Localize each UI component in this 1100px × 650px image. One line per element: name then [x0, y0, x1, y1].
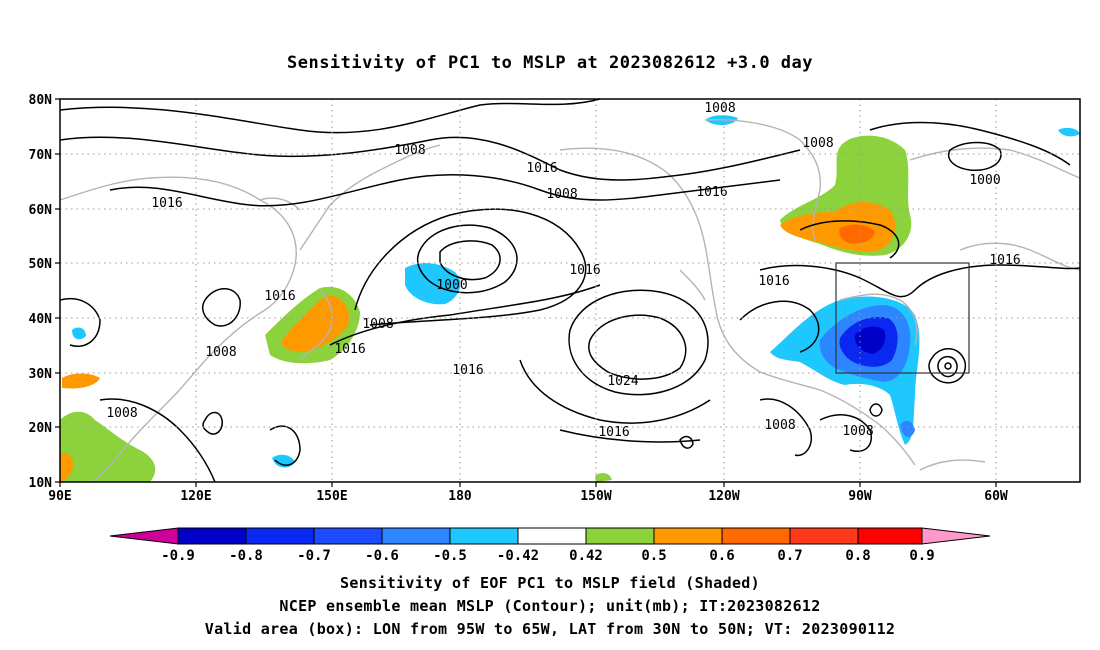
contour-label: 1008 [802, 136, 833, 151]
latitude-labels: 10N 20N 30N 40N 50N 60N 70N 80N [29, 93, 53, 491]
contour-label: 1016 [526, 161, 557, 176]
lon-tick-label: 90W [848, 489, 872, 504]
colorbar-label: 0.9 [909, 548, 934, 564]
colorbar-label: -0.5 [433, 548, 467, 564]
lat-tick-label: 10N [29, 476, 53, 491]
positive-sensitivity-small [595, 472, 612, 482]
mslp-contours [59, 98, 1081, 483]
lon-tick-label: 120E [180, 489, 211, 504]
colorbar-swatch [449, 527, 519, 545]
coastlines [59, 118, 1081, 483]
lon-tick-label: 120W [708, 489, 739, 504]
contour-label: 1008 [394, 143, 425, 158]
contour-label: 1016 [598, 425, 629, 440]
latitude-axis [55, 98, 60, 483]
contour-label: 1016 [151, 196, 182, 211]
caption-contour: NCEP ensemble mean MSLP (Contour); unit(… [279, 597, 820, 615]
contour-labels: 1008 1008 1016 1016 1008 1016 1000 1016 … [106, 101, 1020, 440]
contour-label: 1000 [436, 278, 467, 293]
longitude-axis [59, 482, 997, 487]
colorbar-swatch [857, 527, 923, 545]
lon-tick-label: 180 [448, 489, 472, 504]
lat-tick-label: 80N [29, 93, 53, 108]
contour-label: 1008 [362, 317, 393, 332]
contour-label: 1008 [205, 345, 236, 360]
colorbar-label: -0.9 [161, 548, 195, 564]
lat-tick-label: 60N [29, 203, 53, 218]
colorbar-swatch [177, 527, 247, 545]
map-panel: 1008 1008 1016 1016 1008 1016 1000 1016 … [59, 98, 1081, 483]
colorbar-swatch [245, 527, 315, 545]
negative-sensitivity-europe [1058, 127, 1080, 137]
colorbar-label: -0.6 [365, 548, 399, 564]
colorbar-swatch [381, 527, 451, 545]
colorbar-label: 0.7 [777, 548, 802, 564]
contour-label: 1016 [452, 363, 483, 378]
contour-label: 1024 [607, 374, 638, 389]
contour-label: 1000 [969, 173, 1000, 188]
contour-label: 1008 [704, 101, 735, 116]
colorbar-swatch [721, 527, 791, 545]
negative-sensitivity-gulf [900, 420, 915, 437]
contour-label: 1008 [546, 187, 577, 202]
negative-sensitivity-asia [72, 327, 86, 340]
colorbar-left-arrow [109, 527, 179, 545]
colorbar-right-arrow [921, 527, 991, 545]
colorbar-label: -0.42 [497, 548, 539, 564]
colorbar-label: 0.5 [641, 548, 666, 564]
negative-sensitivity-atlantic-peak [854, 326, 886, 354]
colorbar-swatch [517, 527, 587, 545]
contour-label: 1008 [106, 406, 137, 421]
positive-sensitivity-se-asia [60, 411, 156, 482]
colorbar-label: 0.6 [709, 548, 734, 564]
caption-valid-area: Valid area (box): LON from 95W to 65W, L… [205, 620, 895, 638]
lon-tick-label: 150W [580, 489, 611, 504]
positive-sensitivity-india [62, 373, 100, 389]
colorbar-label: 0.8 [845, 548, 870, 564]
lat-tick-label: 70N [29, 148, 53, 163]
map-title: Sensitivity of PC1 to MSLP at 2023082612… [287, 53, 813, 73]
valid-area-box [835, 262, 970, 374]
contour-label: 1016 [264, 289, 295, 304]
colorbar-label: -0.8 [229, 548, 263, 564]
positive-sensitivity-se-asia-core [60, 453, 74, 482]
colorbar-label: 0.42 [569, 548, 603, 564]
contour-label: 1016 [334, 342, 365, 357]
colorbar-swatch [789, 527, 859, 545]
map-frame [59, 98, 1081, 483]
lon-tick-label: 90E [48, 489, 71, 504]
contour-label: 1008 [842, 424, 873, 439]
contour-label: 1016 [758, 274, 789, 289]
lat-tick-label: 50N [29, 257, 53, 272]
contour-label: 1016 [696, 185, 727, 200]
positive-sensitivity-labrador-max [839, 224, 875, 244]
lon-tick-label: 150E [316, 489, 347, 504]
gridlines [60, 99, 1080, 482]
contour-label: 1008 [764, 418, 795, 433]
colorbar-label: -0.7 [297, 548, 331, 564]
colorbar: -0.9 -0.8 -0.7 -0.6 -0.5 -0.42 0.42 0.5 … [109, 527, 991, 564]
map-background [60, 99, 1080, 482]
caption-shaded: Sensitivity of EOF PC1 to MSLP field (Sh… [340, 574, 760, 592]
colorbar-swatch [313, 527, 383, 545]
lat-tick-label: 40N [29, 312, 53, 327]
longitude-labels: 90E 120E 150E 180 150W 120W 90W 60W [48, 489, 1008, 504]
lat-tick-label: 30N [29, 367, 53, 382]
lon-tick-label: 60W [984, 489, 1008, 504]
contour-label: 1016 [989, 253, 1020, 268]
colorbar-swatch [585, 527, 655, 545]
contour-label: 1016 [569, 263, 600, 278]
shaded-sensitivity [60, 115, 1080, 482]
colorbar-swatch [653, 527, 723, 545]
lat-tick-label: 20N [29, 421, 53, 436]
